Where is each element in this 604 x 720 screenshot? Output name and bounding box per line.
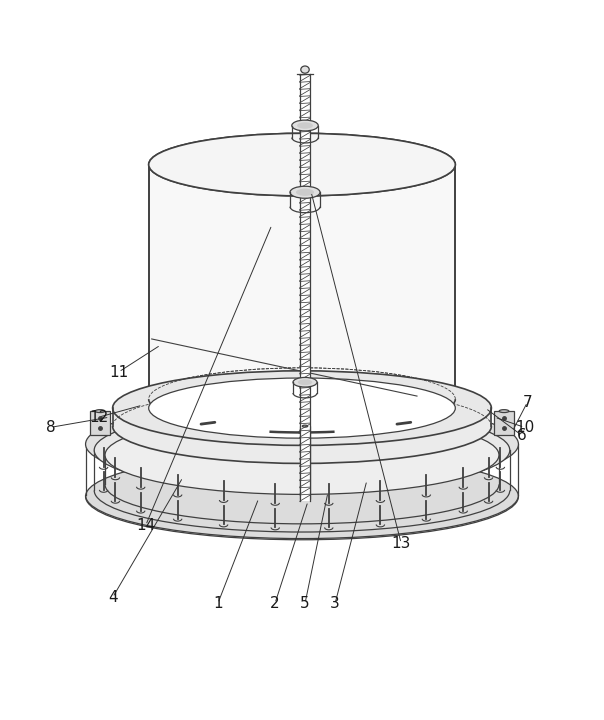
- Text: 11: 11: [109, 364, 128, 379]
- Bar: [300, 426, 310, 500]
- Text: 4: 4: [108, 590, 117, 605]
- Ellipse shape: [301, 66, 309, 73]
- Bar: [91, 411, 109, 435]
- Ellipse shape: [499, 410, 509, 413]
- Ellipse shape: [290, 186, 320, 198]
- Polygon shape: [149, 133, 455, 431]
- Ellipse shape: [86, 453, 518, 540]
- Ellipse shape: [112, 371, 492, 446]
- Ellipse shape: [149, 378, 455, 438]
- Text: 6: 6: [516, 428, 526, 443]
- Ellipse shape: [149, 133, 455, 196]
- Text: 8: 8: [46, 420, 56, 435]
- Text: 1: 1: [213, 596, 223, 611]
- Text: 12: 12: [89, 410, 108, 425]
- Text: 7: 7: [522, 395, 532, 410]
- Bar: [495, 411, 513, 435]
- Text: 13: 13: [391, 536, 411, 551]
- Ellipse shape: [94, 409, 510, 492]
- Ellipse shape: [293, 377, 317, 387]
- Ellipse shape: [302, 426, 307, 427]
- Ellipse shape: [298, 379, 312, 385]
- Ellipse shape: [86, 401, 518, 487]
- Ellipse shape: [95, 410, 105, 413]
- Text: 2: 2: [270, 596, 280, 611]
- Polygon shape: [112, 371, 492, 464]
- Text: 10: 10: [515, 420, 534, 435]
- Text: 14: 14: [136, 518, 155, 533]
- Ellipse shape: [149, 133, 455, 196]
- Bar: [300, 74, 310, 501]
- Text: 3: 3: [330, 596, 340, 611]
- Ellipse shape: [297, 122, 313, 129]
- Text: 5: 5: [300, 596, 310, 611]
- Ellipse shape: [292, 120, 318, 131]
- Ellipse shape: [105, 415, 499, 495]
- Ellipse shape: [296, 189, 314, 196]
